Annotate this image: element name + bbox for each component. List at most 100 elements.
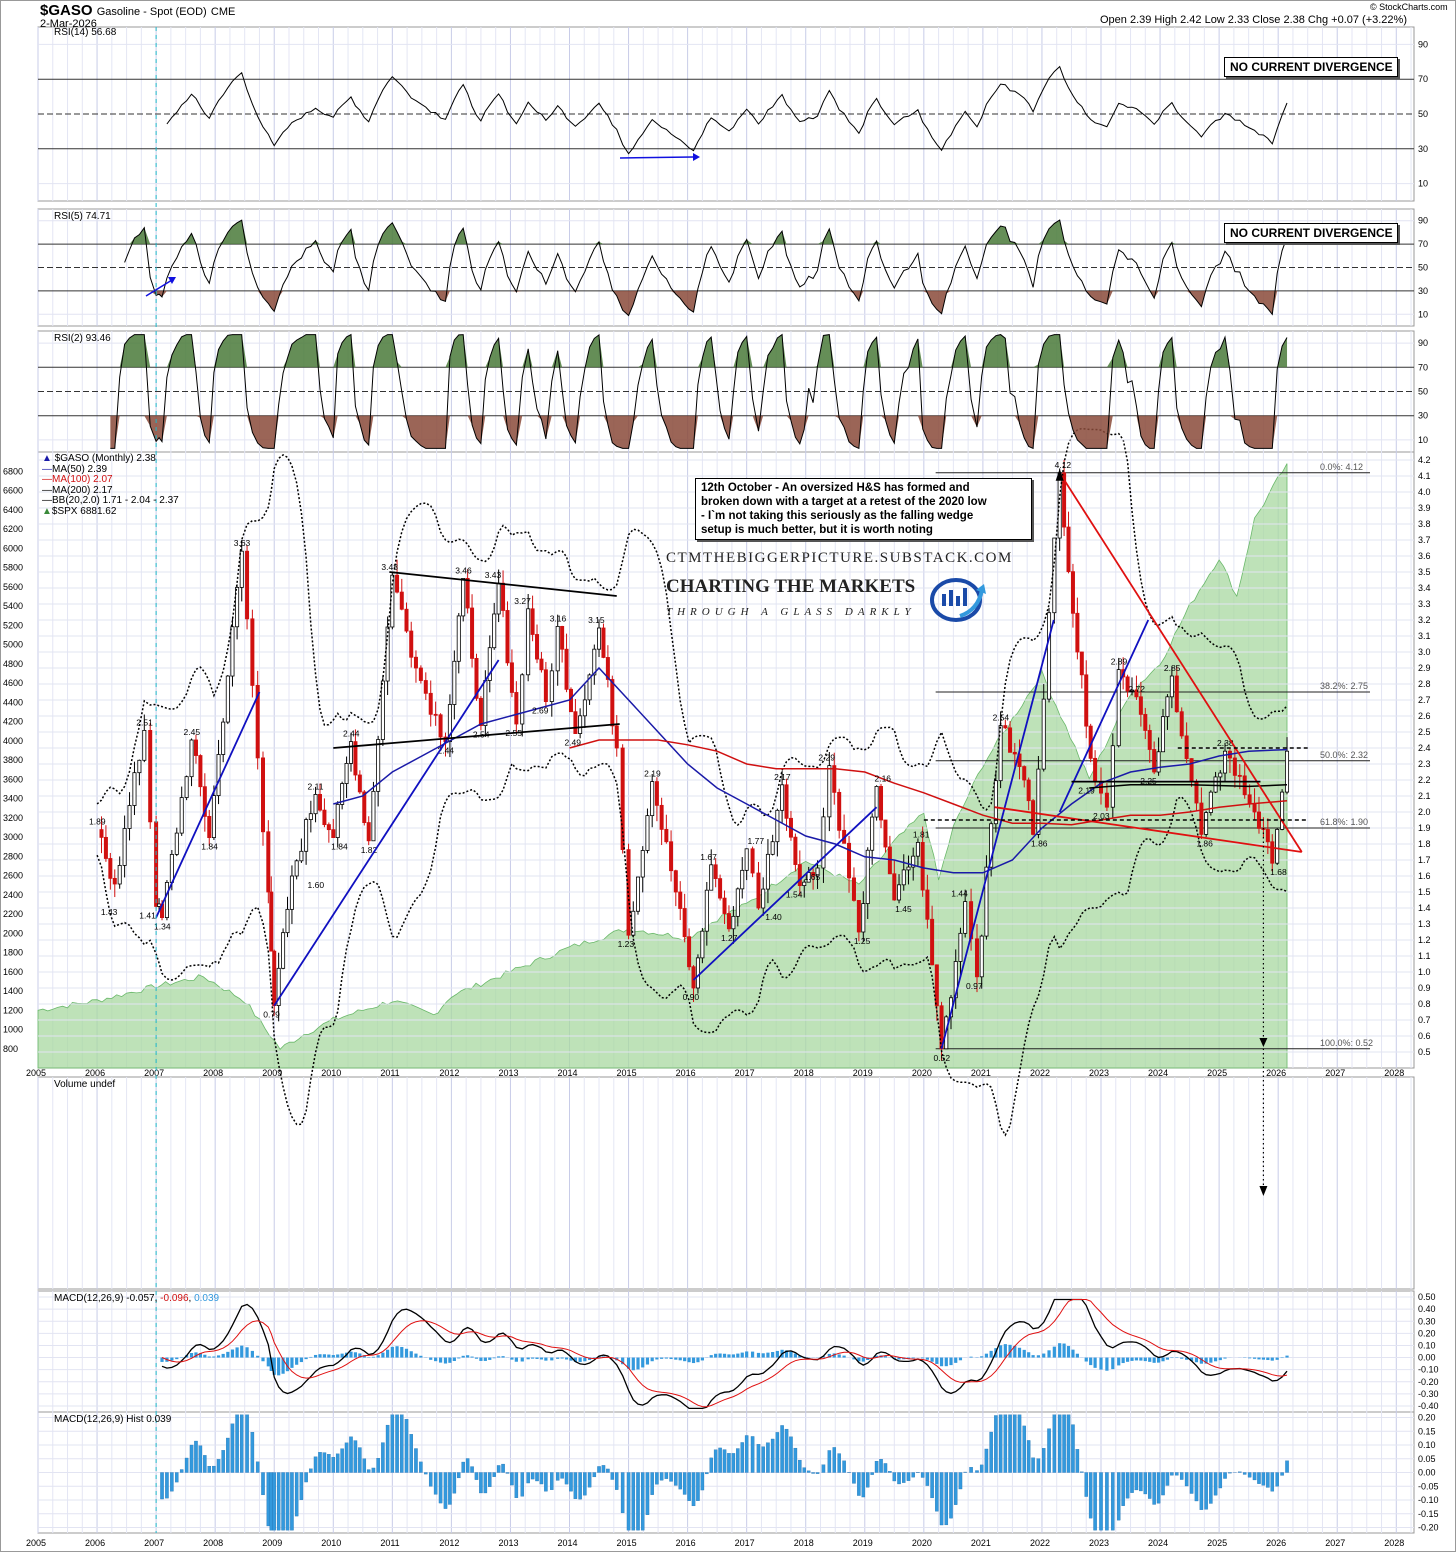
y-right-tick: 2.3 xyxy=(1418,759,1431,769)
price-label: 3.27 xyxy=(514,596,531,606)
macd-hist-bar xyxy=(789,1351,793,1358)
macd-hist-bar xyxy=(266,1357,270,1367)
candle-body xyxy=(344,763,349,784)
macd-hist-bar xyxy=(1266,1357,1270,1361)
hist-bar xyxy=(744,1435,749,1473)
candle-body xyxy=(1174,675,1179,713)
macd-hist-bar xyxy=(958,1357,963,1361)
x-year-label: 2010 xyxy=(321,1068,341,1078)
macd-hist-bar xyxy=(1027,1352,1031,1358)
price-label: 2.45 xyxy=(184,727,201,737)
hist-bar xyxy=(1080,1471,1084,1473)
macd-hist-bar xyxy=(683,1357,687,1362)
hist-bar xyxy=(587,1472,592,1488)
macd-hist-bar xyxy=(1111,1357,1115,1370)
price-label: 2.29 xyxy=(818,753,835,763)
candle-body xyxy=(487,647,492,681)
candle-body xyxy=(148,730,153,823)
hist-bar xyxy=(578,1472,582,1500)
candle-body xyxy=(1079,651,1084,676)
macd-hist-bar xyxy=(1058,1343,1062,1358)
macd-hist-bar xyxy=(578,1357,582,1362)
rsi5-line xyxy=(124,219,1288,317)
candle-body xyxy=(294,860,299,877)
candle-body xyxy=(601,627,606,658)
candle-body xyxy=(366,822,371,842)
macd-hist-bar xyxy=(736,1353,740,1358)
candle-body xyxy=(189,739,194,778)
hist-bar xyxy=(414,1448,418,1473)
macd-hist-bar xyxy=(1121,1357,1125,1364)
legend-item-price: ▲ $GASO (Monthly) 2.38 xyxy=(42,453,156,464)
hist-bar xyxy=(1161,1472,1165,1496)
macd-hist-bar xyxy=(409,1351,413,1358)
hist-bar xyxy=(212,1465,216,1473)
candle-body xyxy=(399,591,404,610)
macd-hist-bar xyxy=(866,1357,870,1360)
hist-bar xyxy=(371,1467,376,1473)
candle-body xyxy=(1213,776,1218,793)
candle-body xyxy=(704,889,709,932)
hist-bar xyxy=(358,1447,362,1473)
hist-bar xyxy=(969,1467,973,1473)
rsi2-tick: 70 xyxy=(1418,362,1428,372)
hist-bar xyxy=(696,1472,700,1501)
candle-body xyxy=(1134,689,1139,698)
macd-hist-bar xyxy=(989,1350,993,1358)
hist-bar xyxy=(1247,1472,1252,1478)
candle-body xyxy=(587,674,592,701)
macd-hist-bar xyxy=(466,1355,470,1358)
candle-body xyxy=(695,957,700,989)
candle-body xyxy=(164,882,169,918)
y-right-tick: 3.1 xyxy=(1418,631,1431,641)
candle-body xyxy=(380,680,385,740)
candle-body xyxy=(906,866,911,871)
candle-body xyxy=(925,889,930,920)
price-label: 2.38 xyxy=(1217,738,1234,748)
hist-bar xyxy=(709,1457,713,1473)
macd-hist-bar xyxy=(1022,1349,1026,1358)
hist-bar xyxy=(304,1472,308,1483)
chart-date: 2-Mar-2026 xyxy=(40,18,97,30)
copyright: © StockCharts.com xyxy=(1370,2,1448,12)
candle-body xyxy=(169,854,174,883)
macd-hist-bar xyxy=(1161,1357,1165,1362)
hist-bar xyxy=(550,1472,554,1490)
legend-item-bb: —BB(20,2.0) 1.71 - 2.04 - 2.37 xyxy=(42,495,179,506)
macd-hist-bar xyxy=(678,1357,682,1361)
macd-hist-bar xyxy=(313,1354,318,1358)
hist-bar xyxy=(610,1472,615,1480)
candle-body xyxy=(474,657,479,699)
candle-body xyxy=(1208,791,1213,813)
candle-body xyxy=(718,878,723,899)
macd-hist-bar xyxy=(386,1349,390,1358)
candle-body xyxy=(682,908,687,938)
x-year-label-bottom: 2011 xyxy=(380,1538,399,1548)
candle-body xyxy=(901,869,906,886)
candle-body xyxy=(276,967,281,1006)
hist-bar xyxy=(620,1472,625,1514)
macd-value: -0.057 xyxy=(126,1293,155,1304)
price-label: 1.41 xyxy=(139,910,156,920)
candle-body xyxy=(207,815,212,838)
x-year-label: 2023 xyxy=(1089,1068,1109,1078)
instrument-name: Gasoline - Spot (EOD) xyxy=(96,6,207,18)
macd-hist-bar xyxy=(740,1352,744,1358)
macd-hist-bar xyxy=(1152,1357,1156,1363)
hist-bar xyxy=(944,1472,949,1526)
hist-bar xyxy=(1179,1472,1184,1480)
macd-hist-bar xyxy=(272,1357,276,1375)
x-year-label: 2026 xyxy=(1266,1068,1286,1078)
y-left-tick: 2400 xyxy=(3,890,23,900)
volume-label: Volume undef xyxy=(54,1079,116,1090)
fib-label: 50.0%: 2.32 xyxy=(1320,750,1368,760)
macd-hist-bar xyxy=(771,1352,775,1358)
candle-body xyxy=(348,741,353,764)
x-year-label: 2025 xyxy=(1207,1068,1227,1078)
candle-body xyxy=(874,786,879,818)
hist-bar xyxy=(235,1414,239,1473)
hist-bar xyxy=(198,1445,203,1473)
rsi2-tick: 90 xyxy=(1418,338,1428,348)
candle-body xyxy=(726,913,731,930)
hist-bar xyxy=(331,1457,336,1473)
